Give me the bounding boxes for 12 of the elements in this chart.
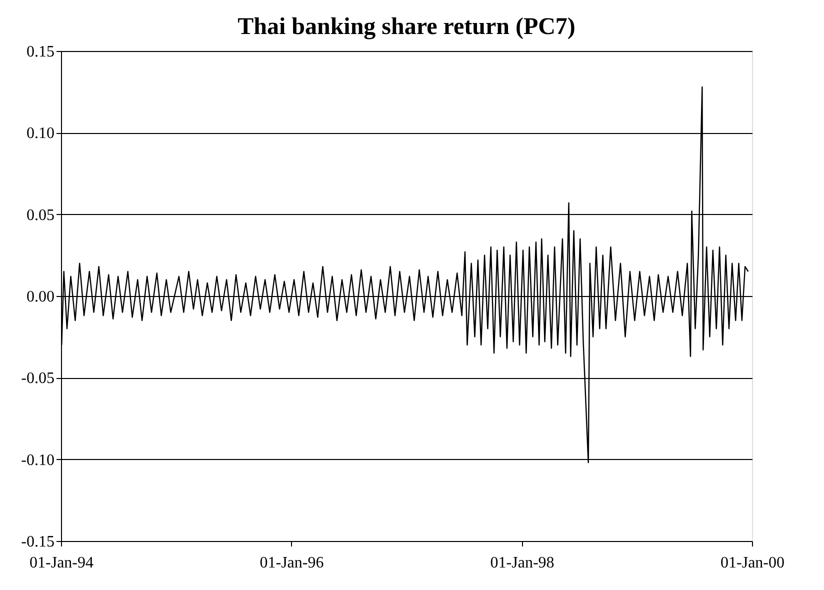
y-tick-label: 0.00: [26, 288, 54, 306]
y-tick-label: -0.15: [21, 534, 54, 550]
y-tick-label: -0.05: [21, 370, 54, 388]
y-tick-label: -0.10: [21, 452, 54, 469]
chart-title: Thai banking share return (PC7): [238, 14, 576, 40]
y-tick-label: 0.15: [26, 44, 54, 60]
x-tick-label: 01-Jan-94: [30, 554, 94, 572]
x-tick-label: 01-Jan-96: [260, 554, 324, 572]
x-tick-label: 01-Jan-00: [720, 554, 784, 572]
x-tick-label: 01-Jan-98: [490, 554, 554, 572]
y-tick-label: 0.10: [26, 125, 54, 142]
y-tick-label: 0.05: [26, 206, 54, 224]
